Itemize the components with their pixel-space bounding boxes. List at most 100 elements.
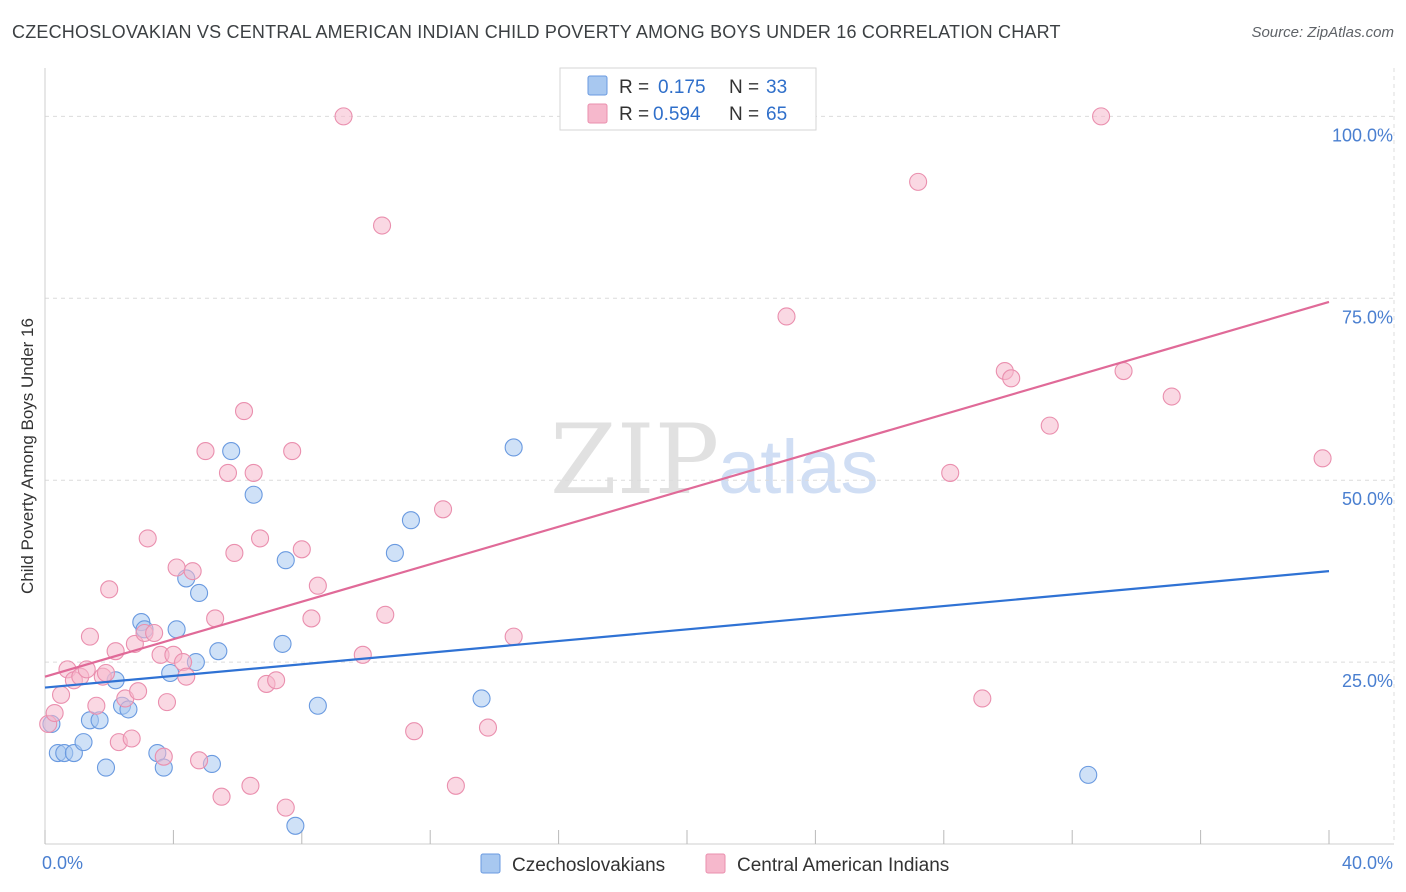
point-central-american-indians-53: [478, 718, 498, 737]
point-czechoslovakians-30: [472, 689, 491, 708]
point-czechoslovakians-21: [209, 642, 228, 661]
point-czechoslovakians-32: [1079, 765, 1098, 784]
point-central-american-indians-60: [1002, 369, 1021, 388]
point-central-american-indians-19: [138, 529, 157, 548]
point-central-american-indians-65: [1313, 449, 1332, 468]
point-central-american-indians-15: [122, 729, 141, 748]
stats-r-label-blue: R =: [619, 77, 649, 98]
watermark: ZIP atlas: [550, 404, 879, 516]
point-central-american-indians-30: [196, 442, 215, 461]
stats-swatch-pink: [587, 103, 608, 124]
point-central-american-indians-44: [302, 609, 321, 628]
point-czechoslovakians-31: [504, 438, 523, 457]
point-central-american-indians-32: [212, 787, 231, 806]
y-tick-label-1: 50.0%: [1342, 489, 1393, 509]
chart-source: Source: ZipAtlas.com: [1251, 24, 1394, 41]
stats-r-label-pink: R =: [619, 104, 649, 125]
point-central-american-indians-41: [276, 798, 295, 817]
point-czechoslovakians-22: [222, 442, 241, 461]
point-central-american-indians-35: [234, 402, 254, 421]
point-central-american-indians-28: [183, 562, 202, 581]
point-central-american-indians-1: [45, 703, 64, 723]
chart-title: CZECHOSLOVAKIAN VS CENTRAL AMERICAN INDI…: [12, 22, 1061, 42]
point-central-american-indians-64: [1162, 387, 1181, 406]
x-tick-label-0: 0.0%: [42, 853, 83, 873]
legend-swatch-central-american-indians[interactable]: [705, 853, 726, 874]
point-czechoslovakians-19: [190, 583, 209, 603]
point-central-american-indians-7: [80, 627, 99, 646]
point-central-american-indians-11: [100, 580, 119, 599]
point-central-american-indians-51: [433, 500, 453, 519]
stats-swatch-blue: [587, 75, 608, 96]
point-central-american-indians-52: [446, 776, 465, 795]
point-czechoslovakians-29: [401, 511, 420, 530]
tick-labels: 25.0% 50.0% 75.0% 100.0% 0.0% 40.0%: [42, 125, 1393, 873]
y-axis-title: Child Poverty Among Boys Under 16: [18, 318, 37, 594]
point-central-american-indians-23: [157, 693, 177, 712]
point-central-american-indians-37: [244, 463, 263, 482]
point-central-american-indians-58: [973, 689, 992, 708]
point-central-american-indians-56: [909, 172, 928, 191]
point-central-american-indians-17: [129, 682, 148, 701]
point-czechoslovakians-23: [244, 485, 263, 504]
point-central-american-indians-34: [225, 543, 244, 563]
watermark-zip: ZIP: [550, 404, 719, 516]
point-czechoslovakians-7: [96, 758, 116, 777]
legend: Czechoslovakians Central American Indian…: [480, 853, 949, 876]
stats-n-value-pink: 65: [766, 104, 787, 125]
trend-lines: [44, 300, 1330, 689]
stats-r-value-pink: 0.594: [653, 104, 701, 125]
point-central-american-indians-43: [292, 540, 311, 559]
point-central-american-indians-42: [283, 442, 302, 461]
point-central-american-indians-8: [87, 696, 106, 715]
stats-r-value-blue: 0.175: [658, 77, 706, 98]
point-central-american-indians-33: [218, 463, 238, 482]
stats-n-label-pink: N =: [729, 104, 759, 125]
point-central-american-indians-38: [251, 529, 270, 548]
point-czechoslovakians-27: [308, 696, 327, 715]
point-central-american-indians-50: [405, 722, 424, 741]
point-central-american-indians-46: [334, 107, 353, 126]
point-central-american-indians-2: [51, 685, 71, 704]
point-central-american-indians-55: [777, 307, 796, 326]
point-czechoslovakians-4: [74, 733, 93, 752]
legend-label-czechoslovakians[interactable]: Czechoslovakians: [512, 855, 665, 876]
legend-swatch-czechoslovakians[interactable]: [480, 853, 501, 874]
point-central-american-indians-62: [1092, 107, 1111, 126]
point-central-american-indians-25: [167, 558, 186, 577]
point-czechoslovakians-28: [385, 543, 404, 563]
point-central-american-indians-49: [376, 605, 395, 624]
point-central-american-indians-57: [941, 463, 960, 482]
point-czechoslovakians-26: [286, 816, 305, 835]
stats-box: R = 0.175 N = 33 R = 0.594 N = 65: [559, 67, 817, 131]
point-czechoslovakians-16: [167, 620, 186, 639]
series-czechoslovakians-points: [42, 438, 1098, 835]
y-tick-label-0: 25.0%: [1342, 671, 1393, 691]
point-central-american-indians-29: [190, 751, 209, 770]
stats-n-value-blue: 33: [766, 77, 787, 98]
point-czechoslovakians-24: [273, 634, 292, 653]
point-central-american-indians-10: [96, 663, 116, 683]
point-central-american-indians-27: [177, 667, 196, 686]
y-tick-label-3: 100.0%: [1332, 125, 1393, 145]
point-central-american-indians-63: [1114, 361, 1133, 381]
point-central-american-indians-40: [267, 671, 286, 690]
point-central-american-indians-22: [154, 747, 173, 766]
point-central-american-indians-48: [372, 216, 392, 235]
point-central-american-indians-47: [353, 645, 372, 664]
x-tick-label-1: 40.0%: [1342, 853, 1393, 873]
point-central-american-indians-54: [504, 627, 523, 646]
point-czechoslovakians-25: [276, 551, 295, 570]
trend-line-central-american-indians: [44, 300, 1330, 678]
stats-n-label-blue: N =: [729, 77, 759, 98]
watermark-atlas: atlas: [718, 425, 879, 510]
trend-line-czechoslovakians: [44, 570, 1330, 689]
point-central-american-indians-45: [308, 576, 327, 595]
point-central-american-indians-61: [1040, 416, 1059, 435]
y-tick-label-2: 75.0%: [1342, 307, 1393, 327]
legend-label-central-american-indians[interactable]: Central American Indians: [737, 855, 949, 876]
point-central-american-indians-36: [241, 776, 260, 795]
axes: [44, 68, 1394, 845]
point-central-american-indians-20: [145, 623, 164, 643]
